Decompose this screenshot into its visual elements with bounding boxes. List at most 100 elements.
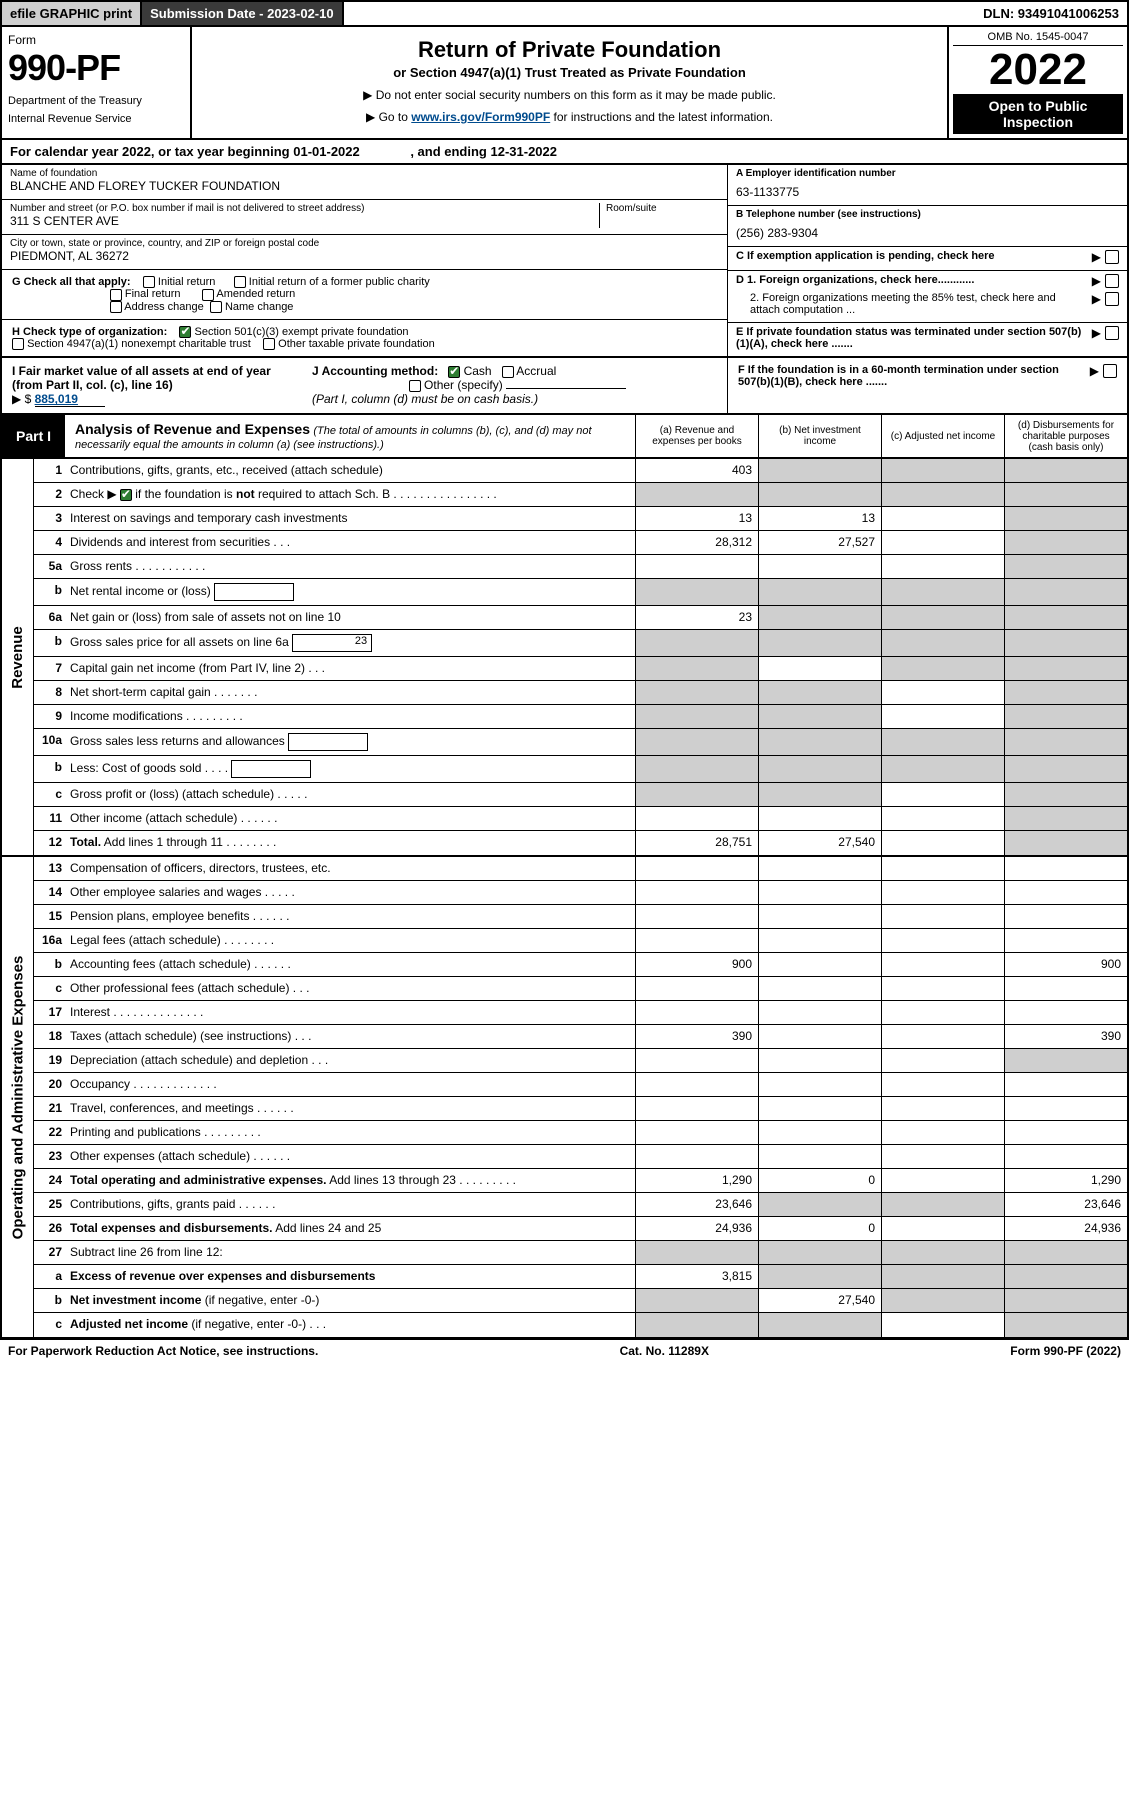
cell-b — [758, 657, 881, 680]
cell-b — [758, 729, 881, 755]
cell-a — [635, 1241, 758, 1264]
phone-value: (256) 283-9304 — [736, 226, 1119, 240]
row-number: b — [34, 579, 68, 605]
chk-final[interactable] — [110, 289, 122, 301]
f-block: F If the foundation is in a 60-month ter… — [727, 358, 1127, 413]
info-left: Name of foundation BLANCHE AND FLOREY TU… — [2, 165, 727, 356]
submission-date: Submission Date - 2023-02-10 — [142, 2, 344, 25]
part1-desc: Analysis of Revenue and Expenses (The to… — [65, 415, 635, 457]
g-block: G Check all that apply: Initial return I… — [2, 270, 727, 319]
chk-sch-b[interactable] — [120, 489, 132, 501]
cell-c — [881, 729, 1004, 755]
arrow-icon: ▶ — [1092, 250, 1101, 264]
cell-d — [1004, 1121, 1127, 1144]
header-left: Form 990-PF Department of the Treasury I… — [2, 27, 192, 138]
chk-4947[interactable] — [12, 338, 24, 350]
h-block: H Check type of organization: Section 50… — [2, 320, 727, 356]
row-number: 14 — [34, 881, 68, 904]
table-row: 11Other income (attach schedule) . . . .… — [34, 807, 1127, 831]
revenue-table: Revenue 1Contributions, gifts, grants, e… — [0, 459, 1129, 857]
foundation-addr: 311 S CENTER AVE — [10, 214, 599, 228]
cell-b — [758, 459, 881, 482]
row-number: 10a — [34, 729, 68, 755]
form-header: Form 990-PF Department of the Treasury I… — [0, 27, 1129, 140]
row-desc: Interest on savings and temporary cash i… — [68, 507, 635, 530]
row-desc: Total expenses and disbursements. Add li… — [68, 1217, 635, 1240]
row-number: 2 — [34, 483, 68, 506]
chk-name-change[interactable] — [210, 301, 222, 313]
cell-c — [881, 555, 1004, 578]
form990pf-link[interactable]: www.irs.gov/Form990PF — [411, 110, 550, 124]
chk-d1[interactable] — [1105, 274, 1119, 288]
cell-c — [881, 657, 1004, 680]
chk-addr-change[interactable] — [110, 301, 122, 313]
irs-label: Internal Revenue Service — [8, 113, 184, 125]
cell-d: 900 — [1004, 953, 1127, 976]
cell-b — [758, 929, 881, 952]
cell-a: 24,936 — [635, 1217, 758, 1240]
cell-d: 390 — [1004, 1025, 1127, 1048]
row-desc: Total operating and administrative expen… — [68, 1169, 635, 1192]
row-number: b — [34, 1289, 68, 1312]
efile-label[interactable]: efile GRAPHIC print — [2, 2, 142, 25]
cell-a — [635, 783, 758, 806]
i-block: I Fair market value of all assets at end… — [12, 364, 292, 407]
cell-a — [635, 1073, 758, 1096]
row-number: 12 — [34, 831, 68, 855]
expenses-table: Operating and Administrative Expenses 13… — [0, 857, 1129, 1339]
cell-b: 0 — [758, 1169, 881, 1192]
row-desc: Travel, conferences, and meetings . . . … — [68, 1097, 635, 1120]
cell-c — [881, 905, 1004, 928]
cell-c — [881, 1121, 1004, 1144]
row-desc: Taxes (attach schedule) (see instruction… — [68, 1025, 635, 1048]
cell-d — [1004, 630, 1127, 656]
form-number: 990-PF — [8, 47, 184, 89]
row-desc: Depreciation (attach schedule) and deple… — [68, 1049, 635, 1072]
cell-d — [1004, 1145, 1127, 1168]
chk-other-method[interactable] — [409, 380, 421, 392]
table-row: 12Total. Add lines 1 through 11 . . . . … — [34, 831, 1127, 855]
fmv-link[interactable]: 885,019 — [35, 392, 105, 407]
cell-b — [758, 807, 881, 830]
opt-name-change: Name change — [225, 301, 294, 313]
name-label: Name of foundation — [10, 168, 719, 179]
chk-initial[interactable] — [143, 276, 155, 288]
cell-b — [758, 881, 881, 904]
chk-d2[interactable] — [1105, 292, 1119, 306]
chk-e[interactable] — [1105, 326, 1119, 340]
cell-a — [635, 705, 758, 728]
table-row: 7Capital gain net income (from Part IV, … — [34, 657, 1127, 681]
chk-c[interactable] — [1105, 250, 1119, 264]
table-row: cGross profit or (loss) (attach schedule… — [34, 783, 1127, 807]
cell-d — [1004, 1241, 1127, 1264]
cell-c — [881, 807, 1004, 830]
cell-a — [635, 807, 758, 830]
cell-c — [881, 1049, 1004, 1072]
cell-c — [881, 507, 1004, 530]
chk-accrual[interactable] — [502, 366, 514, 378]
cell-d — [1004, 531, 1127, 554]
row-number: 26 — [34, 1217, 68, 1240]
note2-pre: ▶ Go to — [366, 110, 411, 124]
cell-b — [758, 681, 881, 704]
cell-a: 23,646 — [635, 1193, 758, 1216]
chk-initial-former[interactable] — [234, 276, 246, 288]
opt-amended: Amended return — [216, 288, 295, 300]
cell-a — [635, 977, 758, 1000]
cell-c — [881, 681, 1004, 704]
row-desc: Net short-term capital gain . . . . . . … — [68, 681, 635, 704]
chk-amended[interactable] — [202, 289, 214, 301]
chk-cash[interactable] — [448, 366, 460, 378]
cell-a — [635, 1289, 758, 1312]
inline-value — [214, 583, 294, 601]
chk-501c3[interactable] — [179, 326, 191, 338]
j-note: (Part I, column (d) must be on cash basi… — [312, 392, 538, 406]
revenue-body: 1Contributions, gifts, grants, etc., rec… — [34, 459, 1127, 855]
chk-f[interactable] — [1103, 364, 1117, 378]
cell-c — [881, 531, 1004, 554]
inline-value — [288, 733, 368, 751]
table-row: 5aGross rents . . . . . . . . . . . — [34, 555, 1127, 579]
table-row: 1Contributions, gifts, grants, etc., rec… — [34, 459, 1127, 483]
chk-other-taxable[interactable] — [263, 338, 275, 350]
row-desc: Accounting fees (attach schedule) . . . … — [68, 953, 635, 976]
